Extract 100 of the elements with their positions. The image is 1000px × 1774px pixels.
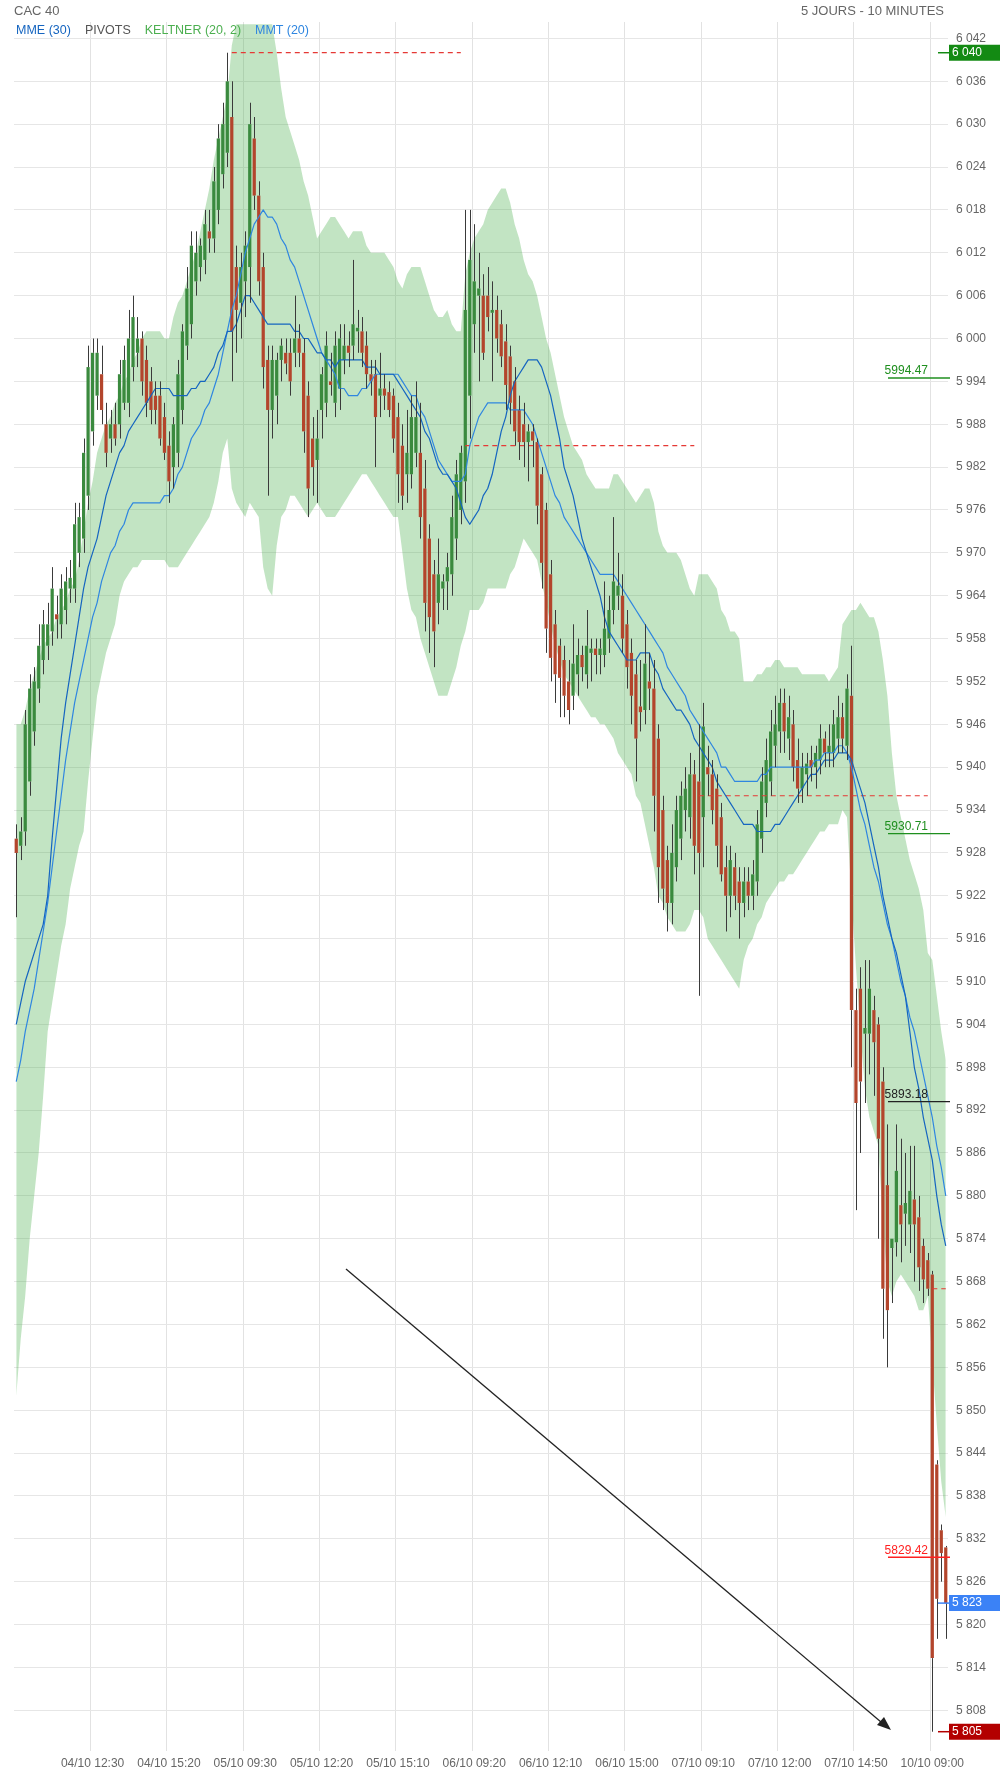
candlestick — [207, 209, 211, 254]
candlestick — [903, 1152, 907, 1247]
candlestick — [607, 595, 611, 654]
candlestick — [683, 766, 687, 832]
candlestick — [481, 273, 485, 361]
candlestick — [616, 552, 620, 611]
candlestick — [652, 659, 656, 832]
candlestick — [108, 409, 113, 454]
candlestick — [135, 316, 140, 368]
candlestick — [858, 966, 863, 1154]
y-tick-label: 5 958 — [956, 630, 987, 645]
candlestick — [867, 959, 872, 1075]
ref-line-label: 5930.71 — [884, 818, 929, 833]
candlestick — [248, 102, 252, 304]
y-tick-label: 6 000 — [956, 330, 987, 345]
candlestick — [288, 338, 292, 397]
candlestick — [643, 623, 647, 725]
y-tick-label: 5 988 — [956, 416, 987, 431]
y-tick-label: 5 862 — [956, 1316, 987, 1331]
candlestick — [328, 352, 333, 397]
ref-line-label: 5 823 — [952, 1595, 983, 1610]
y-tick-label: 5 940 — [956, 759, 987, 774]
legend-label: KELTNER (20, 2) — [144, 23, 242, 37]
x-tick-label: 05/10 12:20 — [289, 1755, 354, 1770]
y-tick-label: 5 946 — [956, 716, 987, 731]
y-tick-label: 5 880 — [956, 1188, 987, 1203]
candlestick — [504, 323, 508, 411]
y-tick-label: 5 868 — [956, 1273, 987, 1288]
candlestick — [252, 116, 256, 211]
candlestick — [930, 1270, 934, 1733]
candlestick — [315, 409, 319, 504]
candlestick — [216, 123, 220, 225]
y-tick-label: 5 874 — [956, 1231, 987, 1246]
candlestick — [656, 723, 660, 904]
y-tick-label: 6 036 — [956, 73, 987, 88]
y-tick-label: 5 844 — [956, 1445, 987, 1460]
candlestick — [751, 859, 755, 911]
candlestick — [746, 866, 750, 911]
candlestick — [302, 338, 306, 454]
candlestick — [126, 309, 131, 418]
x-tick-label: 06/10 09:20 — [442, 1755, 507, 1770]
candlestick — [917, 1195, 921, 1292]
y-tick-label: 6 042 — [956, 30, 987, 45]
candlestick — [831, 709, 836, 768]
y-tick-label: 5 838 — [956, 1488, 987, 1503]
candlestick — [849, 645, 854, 1068]
candlestick — [306, 380, 310, 518]
candlestick — [697, 723, 701, 997]
candlestick — [472, 223, 476, 354]
candlestick — [436, 538, 440, 625]
candlestick — [786, 695, 791, 761]
y-tick-label: 5 898 — [956, 1059, 987, 1074]
candlestick — [777, 688, 782, 754]
candlestick — [50, 566, 54, 647]
y-tick-label: 6 024 — [956, 159, 987, 174]
ref-line-label: 6 040 — [952, 45, 983, 60]
candlestick — [674, 795, 678, 882]
x-tick-label: 05/10 09:30 — [213, 1755, 278, 1770]
candlestick — [203, 209, 207, 275]
x-tick-label: 07/10 14:50 — [824, 1755, 888, 1770]
candlestick — [427, 523, 431, 654]
candlestick — [117, 359, 122, 440]
candlestick — [908, 1145, 912, 1254]
y-tick-label: 5 814 — [956, 1659, 987, 1674]
ref-line-label: 5994.47 — [884, 363, 929, 378]
y-tick-label: 5 850 — [956, 1402, 987, 1417]
candlestick — [706, 745, 710, 797]
candlestick — [840, 702, 845, 754]
candlestick — [490, 280, 494, 382]
y-tick-label: 5 808 — [956, 1702, 987, 1717]
candlestick — [189, 230, 193, 340]
candlestick — [647, 652, 652, 711]
candlestick — [441, 573, 445, 611]
y-tick-label: 5 892 — [956, 1102, 987, 1117]
y-tick-label: 5 856 — [956, 1359, 987, 1374]
ref-line-label: 5829.42 — [884, 1542, 929, 1557]
x-tick-label: 04/10 12:30 — [60, 1755, 125, 1770]
y-tick-label: 5 964 — [956, 588, 987, 603]
y-tick-label: 5 886 — [956, 1145, 987, 1160]
candlestick — [611, 516, 616, 625]
annotation: PIVOTS — [84, 23, 131, 37]
candlestick — [863, 959, 867, 1104]
candlestick — [854, 988, 858, 1211]
candlestick — [773, 695, 777, 768]
candlestick — [225, 52, 229, 168]
candlestick — [346, 330, 351, 368]
x-tick-label: 05/10 15:10 — [366, 1755, 430, 1770]
candlestick — [495, 295, 499, 354]
candlestick — [715, 773, 719, 868]
y-tick-label: 5 916 — [956, 930, 987, 945]
y-tick-label: 5 994 — [956, 373, 987, 388]
candlestick — [688, 752, 692, 840]
y-tick-label: 6 030 — [956, 116, 987, 131]
candlestick — [575, 638, 580, 697]
x-tick-label: 10/10 09:00 — [900, 1755, 965, 1770]
candlestick — [584, 609, 589, 690]
y-tick-label: 5 820 — [956, 1616, 987, 1631]
candlestick — [405, 409, 409, 504]
candlestick — [845, 673, 849, 761]
candlestick — [728, 845, 732, 918]
